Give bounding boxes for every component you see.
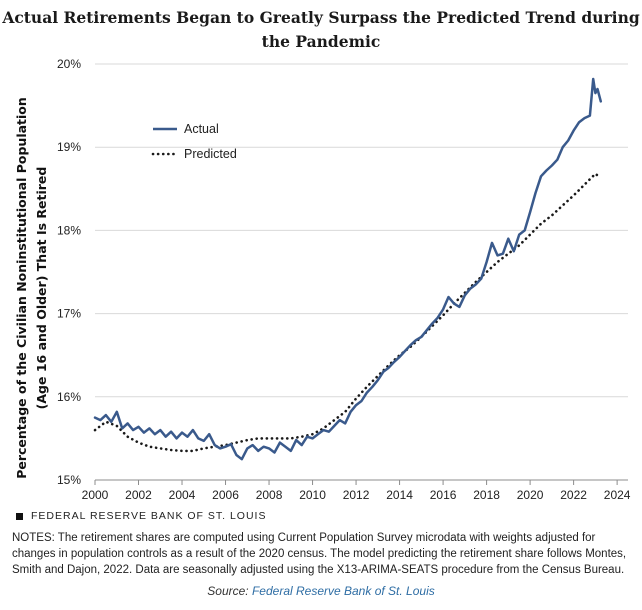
x-tick-label: 2002	[125, 488, 152, 502]
source-line: Source: Federal Reserve Bank of St. Loui…	[0, 584, 642, 598]
x-tick-label: 2006	[212, 488, 239, 502]
x-tick-label: 2010	[299, 488, 326, 502]
branding: FEDERAL RESERVE BANK OF ST. LOUIS	[16, 510, 266, 522]
legend-label-predicted: Predicted	[184, 147, 237, 161]
series-group	[93, 77, 603, 461]
x-tick-label: 2012	[343, 488, 370, 502]
x-tick-label: 2016	[430, 488, 457, 502]
grid	[95, 63, 628, 398]
y-tick-label: 17%	[57, 307, 81, 321]
y-tick-label: 19%	[57, 140, 81, 154]
source-link[interactable]: Federal Reserve Bank of St. Louis	[251, 584, 435, 598]
notes: NOTES: The retirement shares are compute…	[12, 532, 627, 576]
y-tick-label: 18%	[57, 223, 81, 237]
y-axis-label-line1: Percentage of the Civilian Noninstitutio…	[14, 97, 29, 479]
y-axis-label-line2: (Age 16 and Older) That Is Retired	[34, 167, 49, 410]
x-tick-label: 2014	[386, 488, 413, 502]
y-tick-label: 16%	[57, 390, 81, 404]
x-tick-label: 2018	[473, 488, 500, 502]
branding-square-icon	[16, 512, 23, 520]
x-tick-label: 2000	[82, 488, 109, 502]
branding-text: FEDERAL RESERVE BANK OF ST. LOUIS	[31, 510, 267, 522]
series-predicted-line	[93, 172, 600, 453]
series-actual-line	[93, 77, 603, 461]
x-tick-label: 2020	[517, 488, 544, 502]
legend: Actual Predicted	[151, 122, 237, 161]
source-prefix: Source:	[207, 584, 252, 598]
y-tick-label: 15%	[57, 473, 81, 487]
x-tick-label: 2004	[169, 488, 196, 502]
x-axis: 2000 2002 2004 2006 2008 2010 2012 2014 2016 2018…	[82, 479, 631, 502]
x-tick-label: 2008	[256, 488, 283, 502]
chart-title: Actual Retirements Began to Greatly Surp…	[2, 8, 640, 51]
legend-label-actual: Actual	[184, 122, 219, 136]
y-axis: 15% 16% 17% 18% 19% 20%	[57, 57, 81, 487]
x-tick-label: 2024	[604, 488, 631, 502]
line-chart: 2000 2002 2004 2006 2008 2010 2012 2014 2016 2018…	[14, 57, 631, 502]
y-tick-label: 20%	[57, 57, 81, 71]
x-tick-label: 2022	[560, 488, 587, 502]
